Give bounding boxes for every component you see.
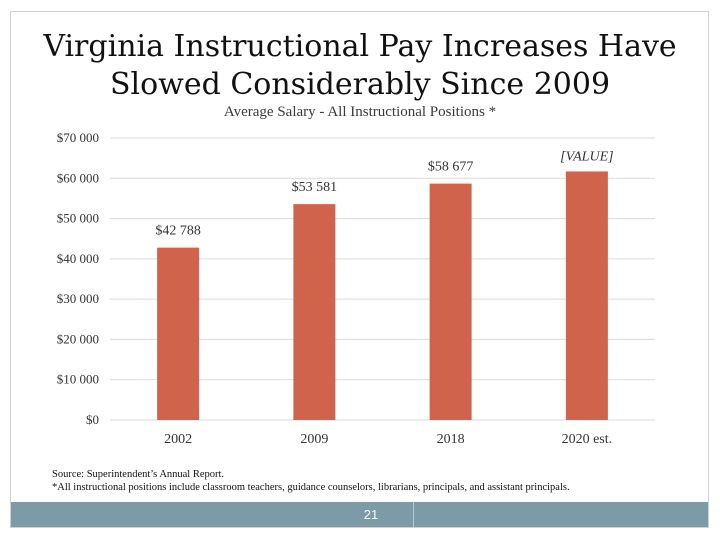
x-category-label: 2020 est. bbox=[562, 432, 613, 447]
slide-frame bbox=[10, 11, 709, 528]
bar bbox=[293, 204, 336, 420]
y-tick-label: $40 000 bbox=[57, 251, 99, 266]
salary-bar-chart: $0 $10 000 $20 000 $30 000 $40 000 $50 000 $60… bbox=[57, 130, 655, 447]
slide-title: Virginia Instructional Pay Increases Hav… bbox=[0, 28, 720, 104]
chart-bars bbox=[157, 171, 608, 420]
bar-data-label: $42 788 bbox=[155, 224, 201, 239]
y-tick-label: $20 000 bbox=[57, 331, 99, 346]
slide-notes: Source: Superintendent’s Annual Report. … bbox=[52, 468, 692, 494]
footer-divider bbox=[413, 502, 414, 527]
y-axis-tick-labels: $0 $10 000 $20 000 $30 000 $40 000 $50 000 $60… bbox=[57, 130, 99, 427]
footnote: *All instructional positions include cla… bbox=[52, 482, 570, 493]
bar-data-label: [VALUE] bbox=[560, 149, 613, 164]
chart-title: Average Salary - All Instructional Posit… bbox=[223, 104, 497, 120]
chart-data-labels: $42 788 $53 581 $58 677 [VALUE] bbox=[155, 149, 613, 238]
chart-gridlines bbox=[110, 137, 655, 421]
bar bbox=[157, 247, 200, 420]
y-tick-label: $60 000 bbox=[57, 170, 99, 185]
y-tick-label: $50 000 bbox=[57, 211, 99, 226]
slide-title-line-2: Slowed Considerably Since 2009 bbox=[109, 67, 611, 102]
x-axis-category-labels: 2002 2009 2018 2020 est. bbox=[164, 432, 612, 447]
x-category-label: 2009 bbox=[300, 432, 328, 447]
slide-title-line-1: Virginia Instructional Pay Increases Hav… bbox=[43, 29, 677, 64]
source-note: Source: Superintendent’s Annual Report. bbox=[52, 469, 225, 480]
y-tick-label: $0 bbox=[86, 412, 99, 427]
bar bbox=[565, 171, 608, 420]
page-number: 21 bbox=[363, 507, 379, 522]
footer-bar: 21 bbox=[11, 502, 708, 527]
bar-data-label: $53 581 bbox=[292, 180, 338, 195]
x-category-label: 2018 bbox=[437, 432, 465, 447]
y-tick-label: $30 000 bbox=[57, 291, 99, 306]
y-tick-label: $10 000 bbox=[57, 372, 99, 387]
bar-data-label: $58 677 bbox=[428, 160, 474, 175]
x-category-label: 2002 bbox=[164, 432, 192, 447]
y-tick-label: $70 000 bbox=[57, 130, 99, 145]
bar bbox=[429, 183, 472, 420]
